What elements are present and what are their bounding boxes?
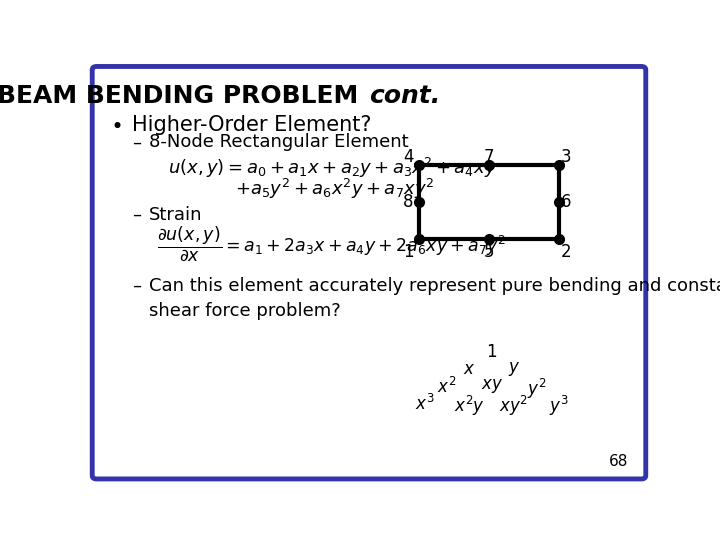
Text: $xy$: $xy$	[481, 377, 503, 395]
Text: $y^2$: $y^2$	[527, 377, 546, 401]
Text: 4: 4	[402, 148, 413, 166]
Text: 5: 5	[484, 243, 494, 261]
Text: $+ a_5 y^2 + a_6 x^2 y + a_7 xy^2$: $+ a_5 y^2 + a_6 x^2 y + a_7 xy^2$	[235, 177, 434, 201]
Text: 8-Node Rectangular Element: 8-Node Rectangular Element	[148, 133, 408, 151]
Text: 1: 1	[402, 243, 413, 261]
Text: Can this element accurately represent pure bending and constant
shear force prob: Can this element accurately represent pu…	[148, 277, 720, 320]
Text: $u(x, y) = a_0 + a_1 x + a_2 y + a_3 x^2 + a_4 xy$: $u(x, y) = a_0 + a_1 x + a_2 y + a_3 x^2…	[168, 156, 497, 179]
Text: cont.: cont.	[369, 84, 440, 107]
Text: $x^2$: $x^2$	[438, 377, 456, 397]
Text: BEAM BENDING PROBLEM: BEAM BENDING PROBLEM	[0, 84, 367, 107]
Text: $y^3$: $y^3$	[549, 394, 569, 418]
FancyBboxPatch shape	[92, 66, 646, 479]
Text: 68: 68	[609, 454, 629, 469]
Text: –: –	[132, 133, 141, 151]
Text: $1$: $1$	[486, 343, 498, 361]
Text: $\dfrac{\partial u(x, y)}{\partial x} = a_1 + 2a_3 x + a_4 y + 2a_6 xy + a_7 y^2: $\dfrac{\partial u(x, y)}{\partial x} = …	[157, 225, 506, 264]
Text: Strain: Strain	[148, 206, 202, 224]
Text: 2: 2	[561, 243, 571, 261]
Text: 6: 6	[561, 193, 571, 211]
Text: $x^2y$: $x^2y$	[454, 394, 485, 418]
Text: 8: 8	[402, 193, 413, 211]
Text: $xy^2$: $xy^2$	[500, 394, 528, 418]
Text: $x^3$: $x^3$	[415, 394, 435, 414]
Text: –: –	[132, 206, 141, 224]
Text: 7: 7	[484, 148, 494, 166]
Text: –: –	[132, 277, 141, 295]
Text: $x$: $x$	[463, 360, 476, 378]
Text: $\bullet$: $\bullet$	[109, 114, 121, 134]
Text: Higher-Order Element?: Higher-Order Element?	[132, 114, 372, 134]
Text: 3: 3	[561, 148, 571, 166]
Text: $y$: $y$	[508, 360, 521, 378]
